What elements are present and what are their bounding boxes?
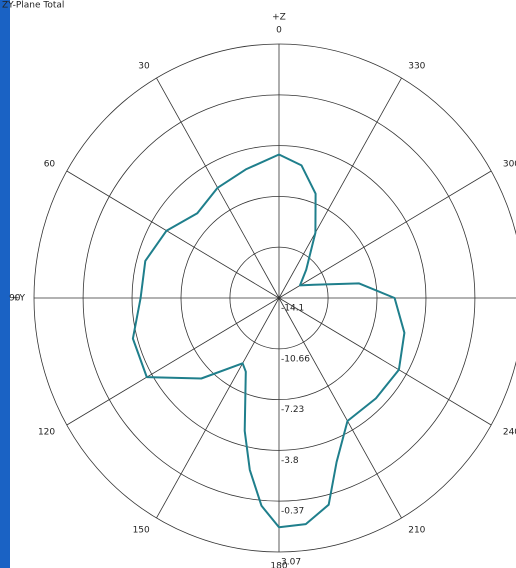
angle-tick-label: 150 bbox=[133, 526, 150, 536]
angle-tick-label: 0 bbox=[276, 26, 282, 36]
angle-tick-label: 30 bbox=[138, 61, 150, 71]
r-tick-label: -14.1 bbox=[281, 304, 304, 314]
grid-spoke bbox=[278, 297, 492, 426]
angle-tick-label: 300 bbox=[503, 160, 516, 170]
grid-spoke bbox=[278, 170, 492, 299]
r-tick-label: -0.37 bbox=[281, 507, 304, 517]
angle-tick-label: 330 bbox=[408, 61, 425, 71]
axis-label-top: +Z bbox=[272, 13, 286, 23]
r-tick-label: -3.8 bbox=[281, 456, 299, 466]
grid-spoke bbox=[66, 297, 280, 426]
angle-tick-label: 180 bbox=[270, 561, 287, 568]
angle-tick-label: 90 bbox=[9, 294, 21, 304]
angle-tick-label: 60 bbox=[44, 160, 56, 170]
chart-title: ZY-Plane Total bbox=[2, 1, 64, 11]
grid-spoke bbox=[278, 297, 402, 519]
axis-label-left: +Y bbox=[12, 294, 26, 304]
angle-tick-label: 210 bbox=[408, 526, 425, 536]
grid-spoke bbox=[278, 77, 402, 299]
angle-tick-label: 120 bbox=[38, 427, 55, 437]
r-tick-label: 3.07 bbox=[281, 558, 301, 568]
angle-tick-label: 240 bbox=[503, 427, 516, 437]
grid-spoke bbox=[66, 170, 280, 299]
r-tick-label: -10.66 bbox=[281, 354, 310, 364]
side-strip bbox=[0, 0, 10, 568]
grid-spoke bbox=[156, 297, 280, 519]
pattern-line bbox=[131, 153, 406, 529]
r-tick-label: -7.23 bbox=[281, 405, 304, 415]
